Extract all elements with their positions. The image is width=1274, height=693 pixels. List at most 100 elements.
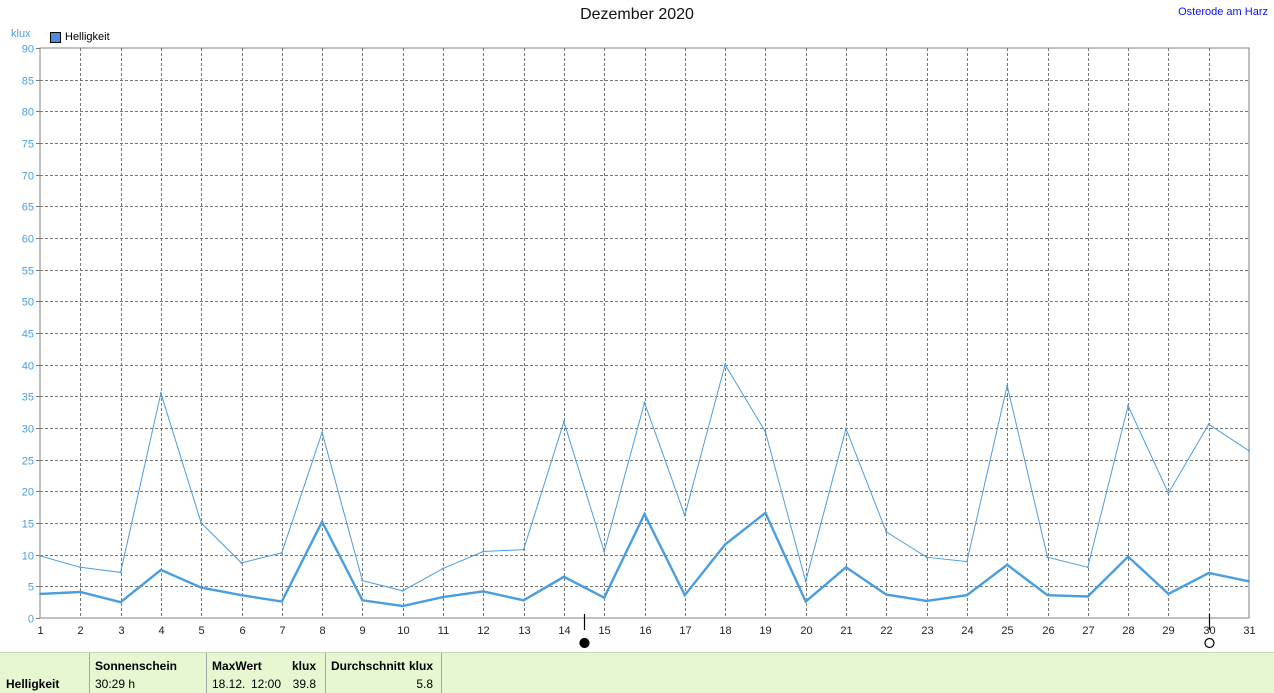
x-tick-label: 6 [239, 625, 245, 637]
data-point-avg [845, 566, 847, 569]
data-point-max [119, 571, 122, 574]
data-point-max [885, 530, 888, 533]
series-line-avg [39, 511, 1250, 608]
data-point-max [79, 566, 82, 569]
data-point-max [1006, 384, 1009, 387]
data-point-max [925, 556, 928, 559]
data-point-max [764, 430, 767, 433]
y-axis: 0 5 10 15 20 25 30 35 40 45 50 55 60 65 70 75 80 85 90 [22, 44, 40, 626]
y-tick-label: 10 [22, 551, 34, 563]
durchschnitt-value: 5.8 [416, 677, 433, 691]
data-point-max [562, 420, 565, 423]
x-tick-label: 7 [279, 625, 285, 637]
data-point-max [522, 548, 525, 551]
data-point-max [643, 401, 646, 404]
full-moon-icon [1204, 637, 1215, 649]
y-tick-label: 70 [22, 171, 34, 183]
x-tick-label: 18 [719, 625, 731, 637]
data-point-max [804, 580, 807, 583]
data-point-avg [39, 592, 41, 595]
series-line-max [39, 363, 1250, 592]
x-tick-label: 27 [1082, 625, 1094, 637]
data-point-max [1127, 404, 1130, 407]
x-tick-label: 16 [639, 625, 651, 637]
data-point-avg [683, 594, 686, 597]
data-point-avg [562, 575, 565, 578]
data-point-avg [280, 600, 283, 603]
data-point-max [683, 514, 686, 517]
data-point-avg [925, 599, 928, 602]
data-point-avg [724, 543, 727, 546]
data-point-max [1046, 556, 1049, 559]
x-tick-label: 3 [118, 625, 124, 637]
y-tick-label: 90 [22, 44, 34, 56]
data-point-avg [603, 596, 606, 599]
x-tick-label: 17 [679, 625, 691, 637]
data-point-avg [240, 594, 243, 597]
x-tick-label: 8 [319, 625, 325, 637]
y-tick-label: 45 [22, 329, 34, 341]
data-point-avg [200, 586, 203, 589]
data-point-avg [482, 590, 485, 593]
data-point-max [603, 550, 606, 553]
y-axis-label: klux [11, 28, 31, 40]
data-point-avg [885, 593, 888, 596]
y-tick-label: 80 [22, 107, 34, 119]
data-point-max [321, 431, 324, 434]
data-point-avg [119, 601, 122, 604]
x-tick-label: 1 [37, 625, 43, 637]
data-point-avg [361, 599, 364, 602]
x-tick-label: 11 [438, 625, 449, 637]
legend-swatch [50, 31, 61, 43]
y-tick-label: 30 [22, 424, 34, 436]
sonnenschein-header: Sonnenschein [95, 659, 178, 673]
y-tick-label: 35 [22, 392, 34, 404]
chart-title: Dezember 2020 [580, 6, 694, 23]
x-tick-label: 25 [1001, 625, 1013, 637]
maxwert-date: 18.12. [212, 677, 246, 691]
data-point-avg [1167, 592, 1170, 595]
x-tick-label: 20 [800, 625, 812, 637]
x-tick-label: 15 [598, 625, 610, 637]
data-point-max [39, 554, 41, 557]
y-tick-label: 15 [22, 519, 34, 531]
data-point-max [361, 579, 364, 582]
x-tick-label: 13 [518, 625, 530, 637]
x-tick-label: 22 [880, 625, 892, 637]
y-tick-label: 65 [22, 202, 34, 214]
data-point-max [280, 551, 283, 554]
data-point-avg [1006, 563, 1009, 566]
y-tick-label: 40 [22, 361, 34, 373]
x-axis: 1 2 3 4 5 6 7 8 9 10 11 12 13 14 15 16 17 18 19 20 21 22 23 24 2… [37, 625, 1255, 637]
legend: Helligkeit [50, 31, 110, 43]
data-point-avg [1248, 580, 1250, 583]
data-point-avg [643, 513, 646, 516]
moon-markers [579, 614, 1215, 649]
data-point-avg [1046, 594, 1049, 597]
maxwert-header: MaxWert [212, 659, 262, 673]
y-tick-label: 0 [28, 614, 34, 626]
x-tick-label: 29 [1162, 625, 1174, 637]
x-tick-label: 26 [1042, 625, 1054, 637]
durchschnitt-unit: klux [408, 659, 433, 673]
data-point-max [482, 550, 485, 553]
data-point-max [240, 561, 243, 564]
y-tick-label: 50 [22, 297, 34, 309]
data-point-max [1086, 566, 1089, 569]
footer-cell-label [0, 653, 90, 693]
chart-grid [39, 47, 1250, 619]
data-point-max [200, 522, 203, 524]
data-point-avg [159, 568, 162, 571]
summary-footer: Helligkeit Sonnenschein 30:29 h MaxWert … [0, 652, 1274, 693]
x-tick-label: 30 [1203, 625, 1215, 637]
x-tick-label: 19 [759, 625, 771, 637]
x-tick-label: 31 [1243, 625, 1255, 637]
y-tick-label: 85 [22, 76, 34, 88]
y-tick-label: 25 [22, 456, 34, 468]
x-tick-label: 5 [198, 625, 204, 637]
y-tick-label: 55 [22, 266, 34, 278]
x-tick-label: 28 [1122, 625, 1134, 637]
data-point-avg [1207, 572, 1210, 574]
x-tick-label: 4 [158, 625, 164, 637]
